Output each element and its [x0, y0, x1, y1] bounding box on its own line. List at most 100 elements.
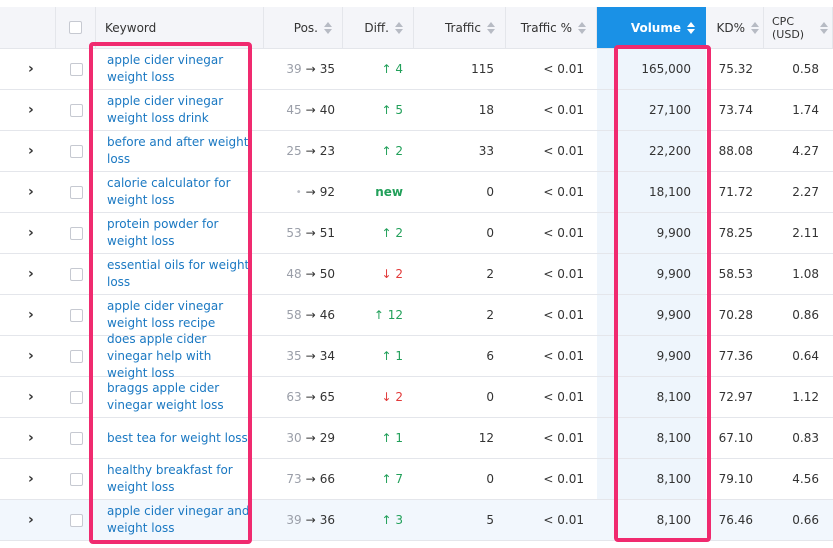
volume-cell: 9,900: [597, 336, 691, 376]
keyword-link[interactable]: healthy breakfast for weight loss: [107, 463, 233, 494]
row-select[interactable]: [56, 90, 96, 130]
row-select[interactable]: [56, 377, 96, 417]
expand-row-button[interactable]: ›: [28, 336, 48, 376]
row-select[interactable]: [56, 295, 96, 335]
keyword-link[interactable]: apple cider vinegar weight loss recipe: [107, 299, 224, 330]
expand-row-button[interactable]: ›: [28, 254, 48, 294]
chevron-right-icon: ›: [28, 348, 34, 364]
keyword-link[interactable]: essential oils for weight loss: [107, 258, 250, 289]
row-checkbox[interactable]: [69, 431, 83, 445]
header-keyword[interactable]: Keyword: [96, 7, 264, 48]
row-checkbox[interactable]: [69, 62, 83, 76]
row-checkbox[interactable]: [69, 103, 83, 117]
header-kd[interactable]: KD%: [706, 7, 764, 48]
traffic-cell: 2: [414, 295, 494, 335]
row-checkbox[interactable]: [69, 226, 83, 240]
keyword-cell: apple cider vinegar weight loss drink: [107, 90, 257, 130]
row-select[interactable]: [56, 131, 96, 171]
row-checkbox[interactable]: [69, 308, 83, 322]
expand-row-button[interactable]: ›: [28, 131, 48, 171]
cpc-value: 0.83: [792, 431, 819, 445]
row-select[interactable]: [56, 459, 96, 499]
keyword-link[interactable]: braggs apple cider vinegar weight loss: [107, 381, 224, 412]
keyword-link[interactable]: best tea for weight loss: [107, 430, 248, 445]
keyword-cell: calorie calculator for weight loss: [107, 172, 257, 212]
row-select[interactable]: [56, 418, 96, 458]
keyword-link[interactable]: apple cider vinegar and weight loss: [107, 504, 250, 535]
expand-row-button[interactable]: ›: [28, 418, 48, 458]
row-select[interactable]: [56, 213, 96, 253]
expand-row-button[interactable]: ›: [28, 90, 48, 130]
row-select[interactable]: [56, 49, 96, 89]
keyword-link[interactable]: before and after weight loss: [107, 135, 249, 166]
row-checkbox[interactable]: [69, 349, 83, 363]
expand-row-button[interactable]: ›: [28, 213, 48, 253]
traffic-value: 2: [486, 267, 494, 281]
expand-row-button[interactable]: ›: [28, 295, 48, 335]
kd-value: 76.46: [718, 513, 753, 527]
row-checkbox[interactable]: [69, 144, 83, 158]
difficulty-change: ↑ 2: [381, 226, 403, 240]
cpc-cell: 1.74: [764, 90, 819, 130]
traffic-percent-cell: < 0.01: [506, 49, 584, 89]
traffic-cell: 0: [414, 459, 494, 499]
traffic-cell: 0: [414, 213, 494, 253]
chevron-right-icon: ›: [28, 266, 34, 282]
keyword-cell: apple cider vinegar and weight loss: [107, 500, 257, 540]
kd-cell: 76.46: [706, 500, 753, 540]
current-position: 50: [319, 267, 335, 281]
keyword-link[interactable]: apple cider vinegar weight loss drink: [107, 94, 224, 125]
difficulty-value: 2: [395, 267, 403, 281]
row-select[interactable]: [56, 500, 96, 540]
expand-row-button[interactable]: ›: [28, 500, 48, 540]
header-difficulty[interactable]: Diff.: [343, 7, 414, 48]
previous-position: 35: [286, 349, 302, 363]
difficulty-change: ↑ 7: [381, 472, 403, 486]
row-checkbox[interactable]: [69, 185, 83, 199]
row-checkbox[interactable]: [69, 472, 83, 486]
expand-row-button[interactable]: ›: [28, 377, 48, 417]
previous-position: 39: [286, 62, 302, 76]
arrow-right-icon: →: [305, 431, 316, 445]
expand-row-button[interactable]: ›: [28, 49, 48, 89]
cpc-cell: 0.58: [764, 49, 819, 89]
cpc-cell: 4.27: [764, 131, 819, 171]
keyword-cell: before and after weight loss: [107, 131, 257, 171]
row-select[interactable]: [56, 336, 96, 376]
kd-cell: 79.10: [706, 459, 753, 499]
expand-row-button[interactable]: ›: [28, 459, 48, 499]
table-row: › protein powder for weight loss 53 → 51 ↑…: [0, 213, 833, 254]
difficulty-change: ↑ 3: [381, 513, 403, 527]
select-all-checkbox[interactable]: [69, 21, 82, 34]
traffic-percent-cell: < 0.01: [506, 254, 584, 294]
difficulty-cell: ↑ 5: [343, 90, 403, 130]
row-checkbox[interactable]: [69, 267, 83, 281]
expand-row-button[interactable]: ›: [28, 172, 48, 212]
previous-position: 58: [286, 308, 302, 322]
keyword-link[interactable]: protein powder for weight loss: [107, 217, 219, 248]
row-checkbox[interactable]: [69, 390, 83, 404]
header-position[interactable]: Pos.: [264, 7, 343, 48]
header-select-all[interactable]: [56, 7, 96, 48]
difficulty-change: ↑ 12: [374, 308, 403, 322]
current-position: 35: [319, 62, 335, 76]
traffic-value: 0: [486, 185, 494, 199]
previous-position: 53: [286, 226, 302, 240]
header-cpc[interactable]: CPC (USD): [764, 7, 833, 48]
kd-value: 77.36: [718, 349, 753, 363]
row-select[interactable]: [56, 172, 96, 212]
volume-value: 22,200: [649, 144, 691, 158]
traffic-cell: 2: [414, 254, 494, 294]
traffic-percent-cell: < 0.01: [506, 459, 584, 499]
header-traffic-percent[interactable]: Traffic %: [506, 7, 597, 48]
keyword-link[interactable]: apple cider vinegar weight loss: [107, 53, 224, 84]
header-traffic[interactable]: Traffic: [414, 7, 506, 48]
header-volume[interactable]: Volume: [597, 7, 706, 48]
keyword-link[interactable]: does apple cider vinegar help with weigh…: [107, 331, 212, 380]
row-select[interactable]: [56, 254, 96, 294]
keyword-link[interactable]: calorie calculator for weight loss: [107, 176, 231, 207]
row-checkbox[interactable]: [69, 513, 83, 527]
sort-icon: [820, 21, 828, 35]
arrow-up-icon: ↑: [381, 349, 396, 363]
difficulty-cell: ↑ 1: [343, 418, 403, 458]
